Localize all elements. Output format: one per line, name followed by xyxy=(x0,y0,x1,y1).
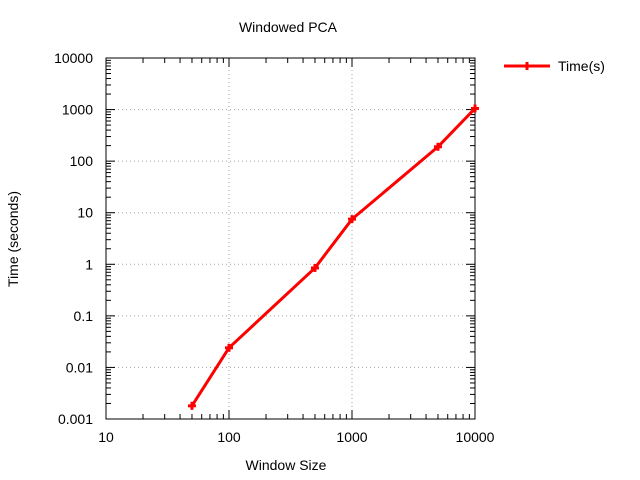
y-axis-tick-labels: 0.001 0.01 0.1 1 10 100 1000 10000 xyxy=(54,50,93,427)
x-axis-tick-labels: 10 100 1000 10000 xyxy=(98,429,494,445)
y-tick-label: 0.01 xyxy=(66,359,93,375)
grid-lines xyxy=(106,58,475,419)
x-tick-label: 100 xyxy=(217,429,241,445)
series-line-0 xyxy=(190,107,477,407)
y-tick-label: 10 xyxy=(77,205,93,221)
y-tick-label: 10000 xyxy=(54,50,93,66)
x-tick-label: 1000 xyxy=(336,429,367,445)
y-tick-label: 0.001 xyxy=(58,411,93,427)
axis-ticks xyxy=(105,57,476,420)
data-point xyxy=(225,343,233,352)
data-point xyxy=(348,215,356,224)
data-point xyxy=(310,263,319,272)
x-tick-label: 10 xyxy=(98,429,114,445)
data-point xyxy=(471,104,479,113)
y-tick-label: 100 xyxy=(70,153,94,169)
data-point xyxy=(187,401,196,410)
legend: Time(s) xyxy=(504,58,605,74)
y-tick-label: 0.1 xyxy=(74,308,94,324)
chart-title: Windowed PCA xyxy=(239,19,338,35)
x-tick-label: 10000 xyxy=(456,429,495,445)
series-layer xyxy=(187,104,479,410)
x-axis-label: Window Size xyxy=(246,457,327,473)
legend-label: Time(s) xyxy=(558,58,605,74)
y-tick-label: 1000 xyxy=(62,102,93,118)
data-point xyxy=(433,142,442,151)
plot-frame xyxy=(105,57,476,420)
y-axis-label: Time (seconds) xyxy=(5,191,21,287)
y-tick-label: 1 xyxy=(85,256,93,272)
